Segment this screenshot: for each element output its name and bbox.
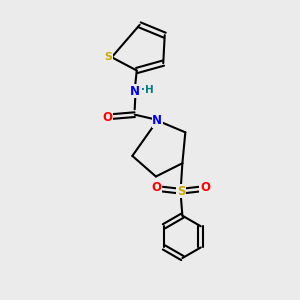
Text: N: N xyxy=(130,85,140,98)
Text: O: O xyxy=(102,111,112,124)
Text: S: S xyxy=(104,52,112,62)
Text: S: S xyxy=(177,185,185,198)
Text: N: N xyxy=(152,114,162,127)
Text: ·H: ·H xyxy=(141,85,154,94)
Text: O: O xyxy=(200,181,210,194)
Text: O: O xyxy=(152,181,162,194)
